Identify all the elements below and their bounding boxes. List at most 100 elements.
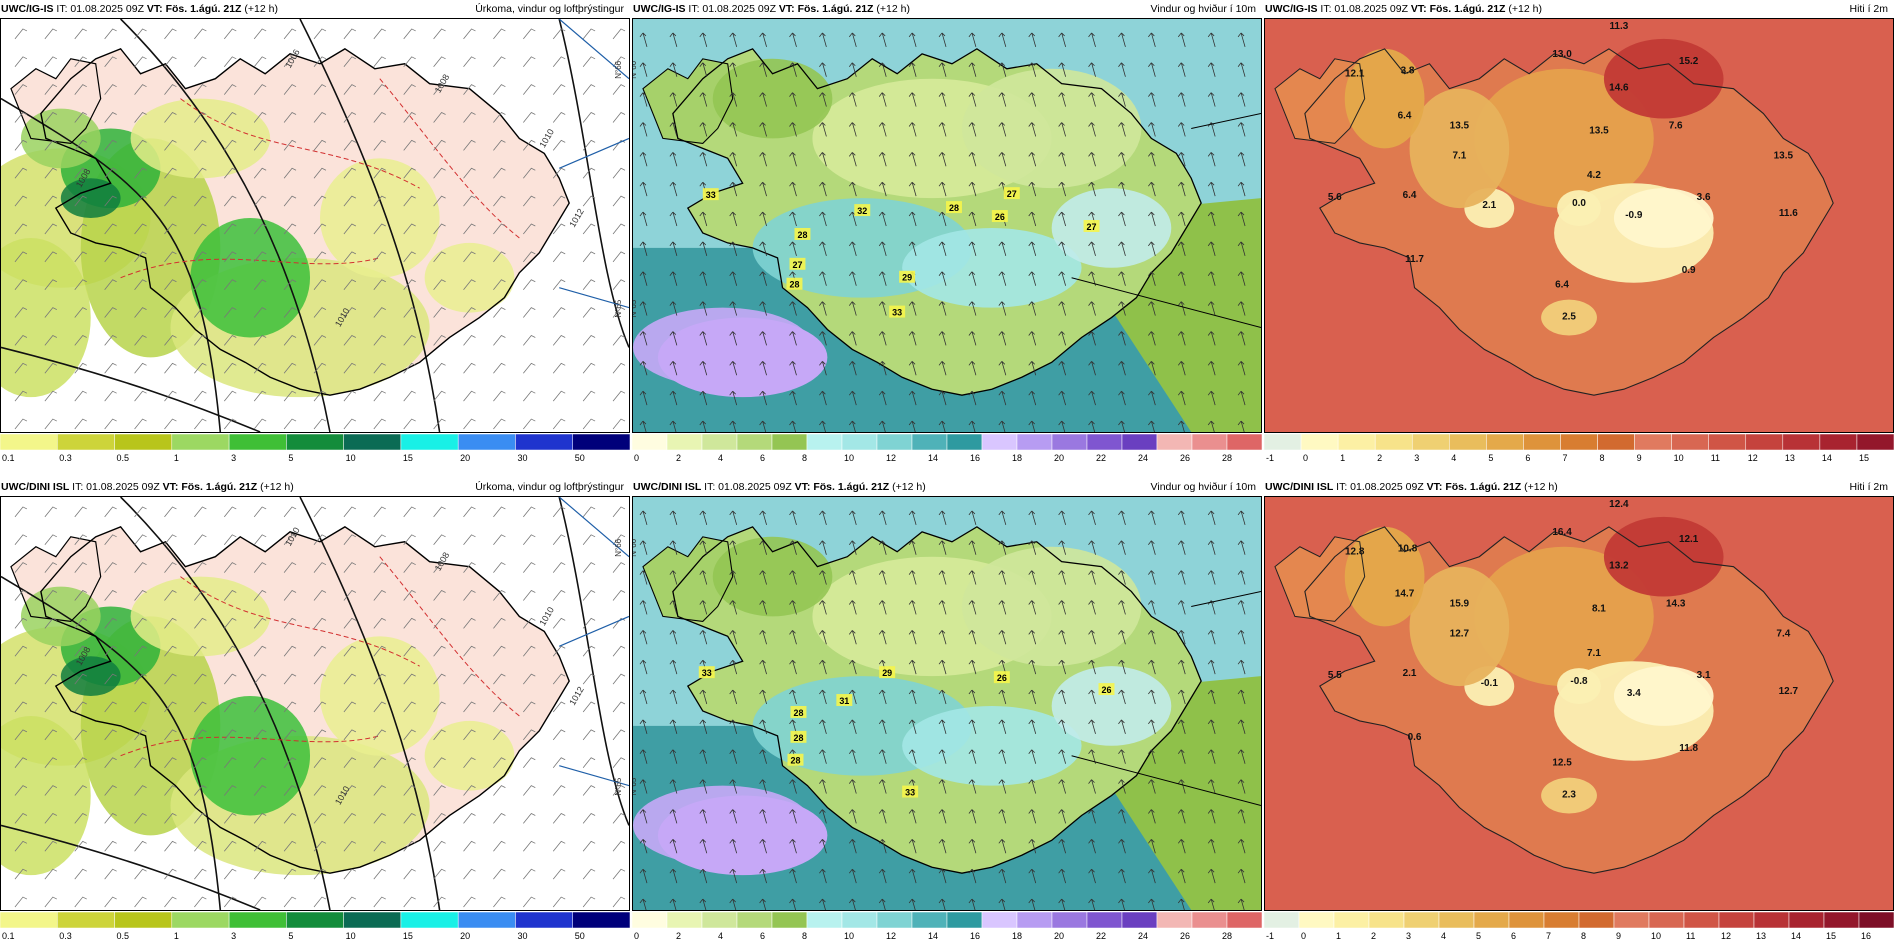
valid-time: Fös. 1.ágú. 21Z	[181, 481, 258, 493]
colorbar-label: 20	[1054, 453, 1064, 463]
colorbar-swatch	[1449, 434, 1487, 451]
forecast-map: 1006 1008 1010 1012 1008 1010 N°66 N°65	[0, 18, 630, 433]
colorbar-label: 14	[928, 453, 938, 463]
colorbar-swatch	[1016, 912, 1053, 929]
forecast-map: 12.4 16.4 12.1 12.8 10.8 13.2 14.7 15.9 8.1 14.3 1…	[1264, 496, 1894, 911]
colorbar-swatch	[1300, 434, 1339, 451]
temperature-label: 4.2	[1587, 170, 1601, 181]
temperature-label: 15.2	[1679, 56, 1699, 67]
colorbar-label: 5	[1476, 931, 1481, 941]
colorbar-label: 13	[1756, 931, 1766, 941]
colorbar-swatch	[343, 912, 402, 929]
colorbar-swatch	[632, 912, 668, 929]
lead-time: (+12 h)	[876, 3, 910, 15]
colorbar-swatch	[1782, 434, 1821, 451]
colorbar-swatch	[1753, 912, 1790, 929]
colorbar-label: 4	[718, 453, 723, 463]
colorbar-swatch	[1368, 912, 1405, 929]
colorbar-swatch	[841, 434, 878, 451]
colorbar-swatch	[1745, 434, 1784, 451]
forecast-map: 1010 1008 1010 1012 1008 1010 N°66 N°65	[0, 496, 630, 911]
colorbar-swatch	[1191, 434, 1228, 451]
colorbar-swatch	[1648, 912, 1685, 929]
colorbar: -101234567891011121314151617	[1264, 912, 1894, 942]
temperature-label: 0.9	[1682, 265, 1696, 276]
colorbar-swatch	[1858, 912, 1894, 929]
colorbar-label: 5	[1488, 453, 1493, 463]
colorbar: 0 2 4 6 8 10 12 14 16 18 20 22 24 26 28	[632, 434, 1262, 464]
temperature-label: 13.5	[1774, 150, 1794, 161]
colorbar-swatch	[1856, 434, 1894, 451]
temperature-label: 10.8	[1398, 544, 1418, 555]
colorbar-swatch	[1086, 434, 1123, 451]
forecast-panel-precip: UWC/DINI ISL IT: 01.08.2025 09Z VT: Fös.…	[0, 478, 630, 943]
colorbar-swatch	[946, 434, 983, 451]
map-fields: 12.4 16.4 12.1 12.8 10.8 13.2 14.7 15.9 8.1 14.3 1…	[1274, 499, 1834, 874]
temperature-label: 12.4	[1609, 499, 1629, 510]
colorbar-swatch	[515, 434, 573, 451]
temperature-label: 5.6	[1328, 192, 1342, 203]
colorbar-swatch	[457, 434, 516, 451]
colorbar-label: -1	[1266, 453, 1274, 463]
lead-time: (+12 h)	[1524, 481, 1558, 493]
temperature-label: -0.9	[1625, 210, 1643, 221]
init-time: IT: 01.08.2025 09Z	[72, 481, 160, 493]
temperature-label: 2.1	[1403, 668, 1417, 679]
gust-label: 27	[792, 260, 802, 270]
latitude-label: N°65	[633, 299, 638, 317]
colorbar-label: 8	[802, 931, 807, 941]
colorbar-swatch	[1298, 912, 1335, 929]
colorbar-label: 4	[718, 931, 723, 941]
colorbar-label: 14	[1822, 453, 1832, 463]
gust-label: 32	[857, 206, 867, 216]
colorbar-label: 0.1	[2, 931, 15, 941]
colorbar-label: 0.5	[117, 931, 130, 941]
colorbar-swatch	[1671, 434, 1709, 451]
colorbar-swatch	[1597, 434, 1635, 451]
temperature-label: 13.5	[1589, 125, 1609, 136]
colorbar-label: 26	[1180, 931, 1190, 941]
temperature-label: 0.0	[1572, 198, 1586, 209]
valid-time: Fös. 1.ágú. 21Z	[813, 481, 890, 493]
gust-label: 28	[790, 756, 800, 766]
colorbar-label: 50	[575, 931, 585, 941]
panel-run-info: UWC/DINI ISL IT: 01.08.2025 09Z VT: Fös.…	[633, 478, 926, 496]
colorbar-swatches	[632, 434, 1262, 451]
panel-run-info: UWC/IG-IS IT: 01.08.2025 09Z VT: Fös. 1.…	[1265, 0, 1542, 18]
temperature-label: 11.7	[1405, 254, 1424, 265]
colorbar-swatch	[0, 434, 58, 451]
colorbar-swatches	[632, 912, 1262, 929]
map-canvas: 33 32 28 27 28 26 27 27 28 29 33 N°66 N°65	[633, 19, 1261, 432]
model-name: UWC/IG-IS	[1, 3, 54, 15]
colorbar-swatch	[1819, 434, 1858, 451]
colorbar-swatch	[1486, 434, 1524, 451]
colorbar-swatch	[1508, 912, 1545, 929]
map-fields: 33 32 28 27 28 26 27 27 28 29 33	[633, 32, 1261, 432]
forecast-map: 33 28 28 31 29 26 26 28 33 N°66 N°65	[632, 496, 1262, 911]
colorbar-swatch	[1086, 912, 1123, 929]
colorbar: 0.1 0.3 0.5 1 3 5 10 15 20 30 50	[0, 434, 630, 464]
colorbar-label: 14	[1791, 931, 1801, 941]
colorbar-swatch	[1543, 912, 1580, 929]
panel-run-info: UWC/DINI ISL IT: 01.08.2025 09Z VT: Fös.…	[1265, 478, 1558, 496]
temperature-label: 6.4	[1403, 190, 1417, 201]
colorbar-label: 2	[676, 931, 681, 941]
colorbar-swatch	[632, 434, 668, 451]
colorbar: 0 2 4 6 8 10 12 14 16 18 20 22 24 26 28	[632, 912, 1262, 942]
colorbar-label: 15	[1826, 931, 1836, 941]
colorbar-swatch	[806, 434, 843, 451]
colorbar-label: 0	[1303, 453, 1308, 463]
colorbar-canvas: 0.1 0.3 0.5 1 3 5 10 15 20 30 50	[0, 912, 630, 941]
panel-title: Vindur og hviður í 10m	[1150, 3, 1256, 15]
colorbar: 0.1 0.3 0.5 1 3 5 10 15 20 30 50	[0, 912, 630, 942]
temperature-label: -0.8	[1570, 676, 1588, 687]
colorbar-swatch	[1156, 434, 1193, 451]
panel-title: Hiti í 2m	[1849, 3, 1888, 15]
colorbar-swatch	[666, 912, 703, 929]
temperature-label: -0.1	[1481, 678, 1499, 689]
init-time: IT: 01.08.2025 09Z	[1336, 481, 1424, 493]
colorbar-label: 0	[1301, 931, 1306, 941]
